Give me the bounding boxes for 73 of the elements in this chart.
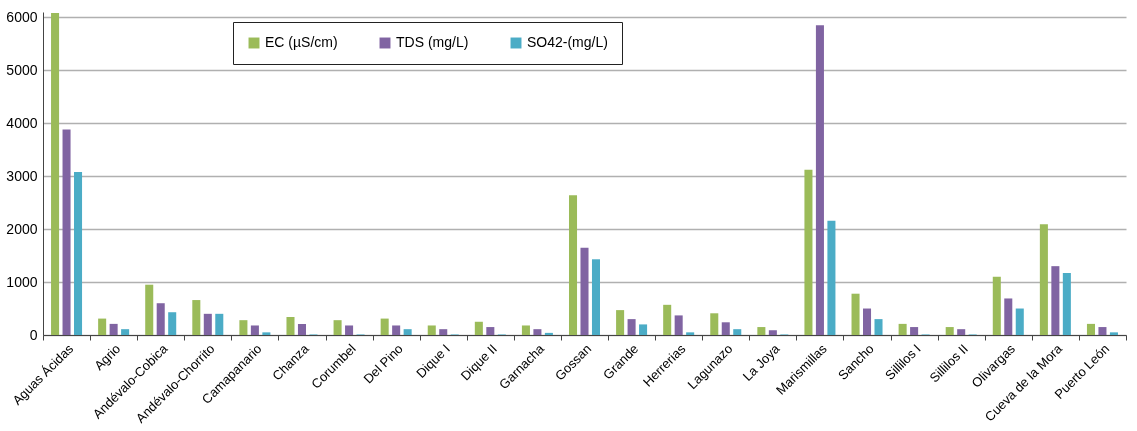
bar xyxy=(851,293,860,335)
bar xyxy=(1051,266,1060,335)
bar xyxy=(121,329,130,335)
bar xyxy=(591,259,600,335)
bar xyxy=(215,313,224,335)
bar xyxy=(145,284,154,335)
bar xyxy=(674,315,683,335)
bar xyxy=(74,171,83,335)
bar xyxy=(51,13,60,335)
legend-label: SO42-(mg/L) xyxy=(527,34,608,50)
bar xyxy=(427,325,436,335)
bar xyxy=(1109,332,1118,335)
bar xyxy=(203,313,212,335)
bar xyxy=(486,327,495,335)
y-tick-label: 4000 xyxy=(6,114,38,131)
bar xyxy=(1015,308,1024,335)
bar xyxy=(262,332,271,335)
bar xyxy=(1039,224,1048,335)
bar xyxy=(62,129,71,335)
bar xyxy=(580,247,589,335)
bar xyxy=(569,195,578,335)
legend-label: EC (µS/cm) xyxy=(265,34,338,50)
bar xyxy=(1004,298,1013,335)
bar xyxy=(392,325,401,335)
bar xyxy=(898,323,907,335)
bar xyxy=(333,320,342,335)
bar xyxy=(804,169,813,335)
bar xyxy=(768,330,777,335)
bar xyxy=(757,327,766,335)
bar xyxy=(192,300,201,335)
bar xyxy=(863,308,872,335)
bar xyxy=(827,220,836,335)
bar xyxy=(168,312,177,335)
bar xyxy=(910,327,919,335)
bar xyxy=(250,325,259,335)
y-tick-label: 1000 xyxy=(6,273,38,290)
bar xyxy=(533,329,542,335)
bar xyxy=(992,276,1001,335)
y-tick-label: 6000 xyxy=(6,8,38,25)
bar xyxy=(98,318,107,335)
bar xyxy=(345,325,354,335)
bar xyxy=(1098,327,1107,335)
bar xyxy=(639,324,648,335)
bar xyxy=(403,329,412,335)
bar xyxy=(733,329,742,335)
bar xyxy=(957,329,966,335)
bar xyxy=(874,319,883,335)
bar xyxy=(616,310,625,335)
y-tick-label: 3000 xyxy=(6,167,38,184)
bar xyxy=(521,325,530,335)
bar xyxy=(1062,273,1071,335)
x-tick-label: Del Pino xyxy=(360,341,406,387)
bar xyxy=(627,319,636,335)
bar xyxy=(945,327,954,335)
bar xyxy=(544,332,553,335)
bar xyxy=(109,323,118,335)
bar xyxy=(286,317,295,335)
bar xyxy=(297,323,306,335)
bar xyxy=(663,304,672,335)
bar xyxy=(710,313,719,335)
bar xyxy=(239,320,248,335)
bar xyxy=(380,318,389,335)
y-tick-label: 0 xyxy=(29,326,38,343)
bar xyxy=(815,25,824,335)
bar xyxy=(156,303,165,335)
legend-label: TDS (mg/L) xyxy=(396,34,469,50)
y-tick-label: 2000 xyxy=(6,220,38,237)
y-tick-label: 5000 xyxy=(6,61,38,78)
bar xyxy=(474,321,483,335)
bar xyxy=(686,332,695,335)
bar xyxy=(721,322,730,335)
bar xyxy=(439,329,448,335)
bar xyxy=(1086,323,1095,335)
